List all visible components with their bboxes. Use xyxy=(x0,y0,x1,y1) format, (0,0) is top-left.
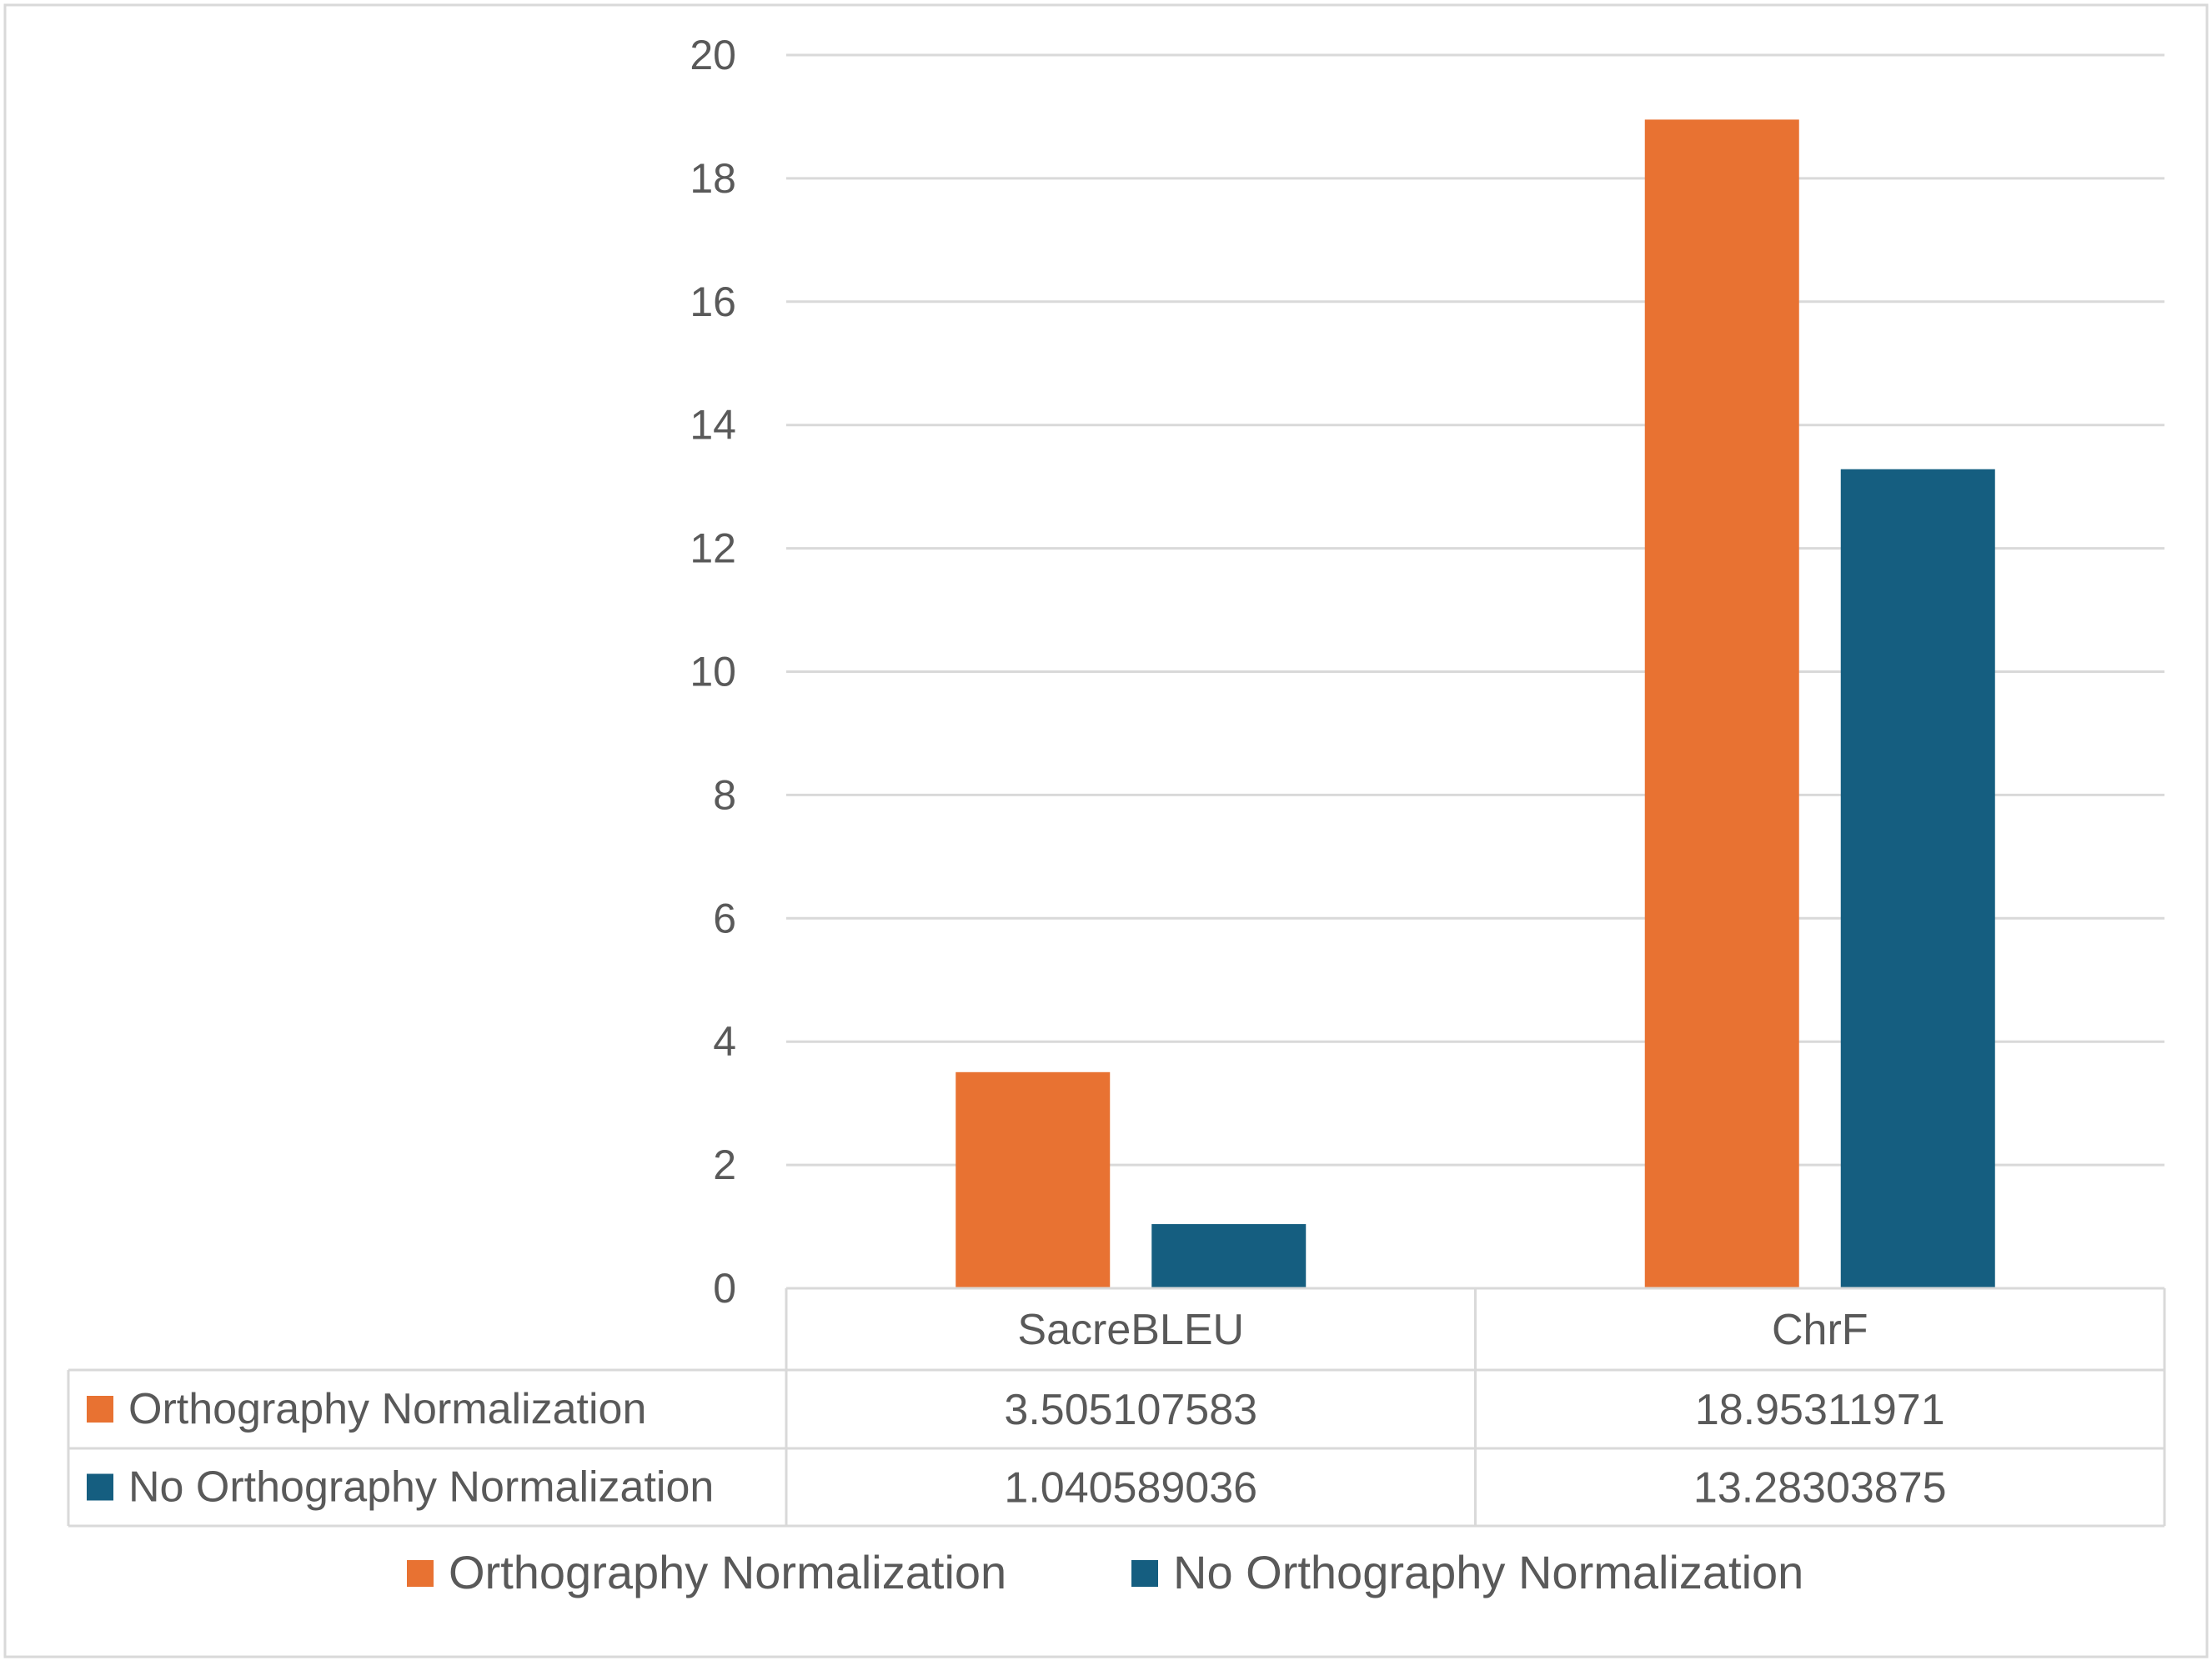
table-series-name: Orthography Normalization xyxy=(128,1385,646,1433)
category-label: ChrF xyxy=(1772,1306,1868,1354)
category-label: SacreBLEU xyxy=(1017,1306,1244,1354)
legend-key xyxy=(1131,1560,1158,1587)
data-table: SacreBLEU ChrF Orthography Normalization 3.… xyxy=(67,1287,2166,1528)
table-legend-key xyxy=(87,1473,113,1501)
bar-chrf-series-2 xyxy=(1840,469,1995,1288)
y-tick-label: 6 xyxy=(713,895,736,941)
y-tick-label: 4 xyxy=(713,1018,736,1065)
y-axis-ticks: 0 2 4 6 8 10 12 14 16 18 20 xyxy=(690,32,736,1312)
table-legend-key xyxy=(87,1396,113,1423)
bar-sacrebleu-series-1 xyxy=(956,1071,1111,1288)
legend-label: No Orthography Normalization xyxy=(1173,1546,1803,1598)
y-tick-label: 16 xyxy=(690,279,736,325)
chart-border xyxy=(3,3,2209,1658)
table-value: 3.505107583 xyxy=(1004,1386,1257,1434)
y-tick-label: 12 xyxy=(690,525,736,572)
table-series-name: No Orthography Normalization xyxy=(128,1463,714,1512)
y-tick-label: 14 xyxy=(690,402,736,449)
y-tick-label: 10 xyxy=(690,649,736,695)
legend: Orthography Normalization No Orthography … xyxy=(407,1546,1803,1598)
bar-chrf-series-1 xyxy=(1644,119,1799,1289)
y-tick-label: 20 xyxy=(690,32,736,78)
bar-sacrebleu-series-2 xyxy=(1151,1224,1307,1288)
y-tick-label: 18 xyxy=(690,155,736,202)
y-tick-label: 2 xyxy=(713,1142,736,1188)
table-value: 13.28303875 xyxy=(1693,1464,1947,1513)
table-value: 1.040589036 xyxy=(1004,1464,1257,1513)
y-tick-label: 0 xyxy=(713,1265,736,1312)
table-value: 18.95311971 xyxy=(1695,1386,1945,1434)
legend-key xyxy=(407,1560,434,1587)
y-tick-label: 8 xyxy=(713,771,736,818)
bars xyxy=(956,119,1995,1289)
legend-label: Orthography Normalization xyxy=(449,1546,1006,1598)
